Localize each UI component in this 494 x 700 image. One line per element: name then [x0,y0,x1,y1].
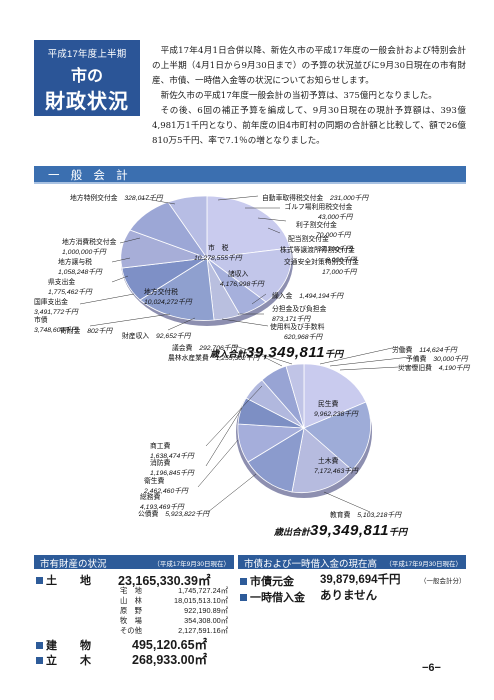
report-subtitle: 平成17年度上半期 [47,49,127,60]
expense-slice-other [285,363,305,429]
revenue-label-traffic: 交通安全対策特別交付金 17,000千円 [284,259,359,276]
expense-slice-education [291,427,353,494]
revenue-slice-other [167,195,208,260]
revenue-label-prefecture: 県支出金 1,775,462千円 [48,279,92,296]
land-item-residential: 宅 地 [120,586,142,595]
report-title-line2: 財政状況 [45,89,129,113]
revenue-slice-city-tax [206,195,291,259]
general-account-title: 一 般 会 計 [48,170,132,182]
section-divider [34,182,466,184]
bullet-square-icon [240,594,247,601]
assets-header: 市有財産の状況 （平成17年9月30日現在） [34,555,234,570]
revenue-label-misc: 諸収入 4,176,998千円 [220,271,264,288]
revenue-label-contributions: 分担金及び負担金 873,171千円 [272,306,327,323]
expense-label-disaster: 災害復旧費 4,190千円 [398,365,470,372]
bullet-square-icon [36,657,43,664]
expense-label-assembly: 議会費 292,706千円 [172,345,238,352]
revenue-slice-misc-income [205,247,292,303]
asset-tree-value: 268,933.00㎡ [132,653,208,667]
general-account-header: 一 般 会 計 [34,166,466,182]
expense-slice-public-works [303,401,371,471]
land-item-forest-value: 18,015,513.10㎡ [174,596,228,605]
assets-header-date: （平成17年9月30日現在） [153,561,230,568]
revenue-label-vehicle-tax: 自動車取得税交付金 231,000千円 [262,195,369,202]
expense-slice-debt-service [247,427,305,493]
expense-label-agriculture: 農林水産業費 1,255,302千円 [168,355,260,362]
revenue-label-special-grant: 地方特例交付金 328,017千円 [70,195,163,202]
expense-label-reserve: 予備費 30,000千円 [406,356,468,363]
land-item-pasture: 牧 場 [120,616,142,625]
intro-text: 平成17年4月1日合併以降、新佐久市の平成17年度の一般会計および特別会計の上半… [152,44,466,149]
expense-slice-welfare [303,363,367,429]
revenue-label-bonds: 市債 3,748,600千円 [34,317,78,334]
expense-label-fire: 消防費 1,196,845千円 [150,460,194,477]
expense-label-labor: 労働費 114,624千円 [392,347,457,354]
revenue-label-local-allocation: 地方交付税 10,024,272千円 [144,289,192,306]
debt-header-date: （平成17年9月30日現在） [385,561,462,568]
revenue-label-golf-tax: ゴルフ場利用税交付金 43,000千円 [284,204,353,221]
land-item-wilderness-value: 922,190.89㎡ [184,606,228,615]
land-item-pasture-value: 354,308.00㎡ [184,616,228,625]
debt-header-title: 市債および一時借入金の現在高 [244,559,378,570]
expense-label-public-works: 土木費 7,172,463千円 [314,458,358,475]
intro-paragraph-3: その後、6回の補正予算を編成して、9月30日現在の現計予算額は、393億4,98… [152,106,466,146]
bullet-square-icon [36,642,43,649]
revenue-slice-local-allocation [139,257,215,321]
debt-bond-value: 39,879,694千円 [320,574,401,586]
report-title-line1: 市の [70,66,103,85]
revenue-label-property: 財産収入 92,652千円 [122,333,191,340]
revenue-label-consumption-tax: 地方消費税交付金 1,000,000千円 [62,239,117,256]
asset-tree-label: 立 木 [46,655,97,667]
expense-label-sanitation: 衛生費 2,462,460千円 [144,478,188,495]
expense-label-debt-service: 公債費 5,923,822千円 [138,511,210,518]
land-item-forest: 山 林 [120,596,142,605]
report-title-box: 平成17年度上半期 市の 財政状況 [34,40,140,116]
revenue-label-transfer-tax: 地方譲与税 1,058,248千円 [58,259,102,276]
bullet-square-icon [240,578,247,585]
asset-building-value: 495,120.65㎡ [132,638,208,652]
debt-bond-row: 市債元金 [240,572,294,590]
land-item-residential-value: 1,745,727.24㎡ [178,586,228,595]
expense-label-education: 教育費 5,103,218千円 [330,512,402,519]
revenue-label-stock: 株式等譲渡所得割交付金 8,000千円 [280,247,357,264]
expense-label-welfare: 民生費 9,962,238千円 [314,401,358,418]
debt-loan-row: 一時借入金 [240,588,305,606]
expense-label-commerce: 商工費 1,638,474千円 [150,443,194,460]
debt-loan-value: ありません [320,590,378,602]
revenue-label-dividend: 配当割交付金 17,100千円 [288,236,353,253]
debt-header: 市債および一時借入金の現在高 （平成17年9月30日現在） [238,555,466,570]
revenue-label-transfers: 繰入金 1,494,194千円 [272,293,344,300]
debt-loan-label: 一時借入金 [250,592,305,604]
page-number: −6− [422,662,441,674]
bullet-square-icon [36,577,43,584]
debt-bond-note: （一般会計分） [420,578,466,585]
asset-land-value: 23,165,330.39㎡ [118,574,211,588]
expense-pie-chart [197,344,419,513]
revenue-pie-chart [79,195,293,331]
assets-header-title: 市有財産の状況 [40,559,107,570]
intro-paragraph-1: 平成17年4月1日合併以降、新佐久市の平成17年度の一般会計および特別会計の上半… [152,46,466,86]
revenue-label-city-tax: 市 税 10,278,555千円 [194,245,242,262]
land-item-other: その他 [120,626,142,635]
debt-bond-label: 市債元金 [250,576,294,588]
asset-tree-row: 立 木 [36,651,97,669]
asset-land-label: 土 地 [46,575,97,587]
asset-building-label: 建 物 [46,640,97,652]
intro-paragraph-2: 新佐久市の平成17年度一般会計の当初予算は、375億円となりました。 [160,91,437,101]
revenue-label-interest: 利子割交付金 70,000千円 [296,222,351,239]
revenue-total: 歳入合計39,349,811千円 [210,344,343,361]
land-item-wilderness: 原 野 [120,606,142,615]
land-item-other-value: 2,127,591.16㎡ [178,626,228,635]
revenue-label-fees: 使用料及び手数料 620,968千円 [270,324,325,341]
asset-land-row: 土 地 [36,571,97,589]
revenue-label-donations: 寄附金 802千円 [60,328,113,335]
asset-building-row: 建 物 [36,636,97,654]
revenue-label-national: 国庫支出金 3,491,772千円 [34,299,78,316]
expense-label-general-affairs: 総務費 4,193,469千円 [140,494,184,511]
expense-total: 歳出合計39,349,811千円 [274,522,407,539]
